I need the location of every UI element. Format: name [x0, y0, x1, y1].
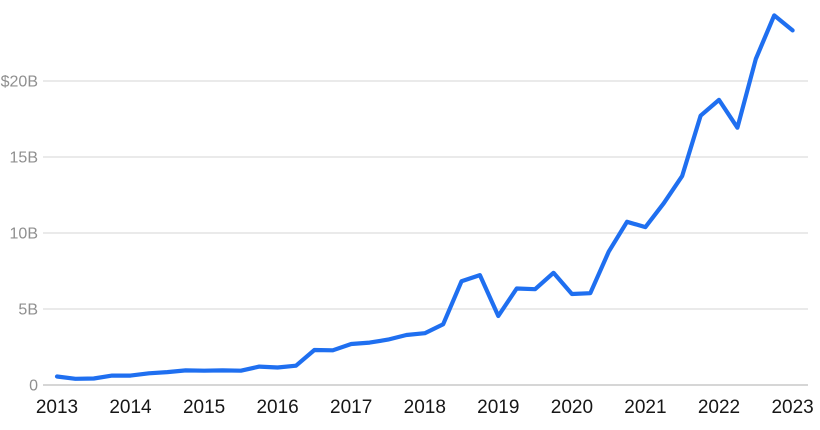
x-tick-label: 2015 — [183, 397, 225, 418]
y-tick-label: $20B — [1, 74, 38, 91]
x-tick-label: 2022 — [698, 397, 740, 418]
y-tick-label: 5B — [18, 302, 38, 319]
x-tick-label: 2019 — [477, 397, 519, 418]
x-tick-label: 2020 — [551, 397, 593, 418]
x-tick-label: 2016 — [256, 397, 298, 418]
x-tick-label: 2023 — [771, 397, 813, 418]
x-tick-label: 2017 — [330, 397, 372, 418]
revenue-line — [54, 13, 795, 381]
y-tick-label: 0 — [29, 378, 38, 395]
x-tick-label: 2013 — [36, 397, 78, 418]
y-tick-label: 10B — [10, 226, 38, 243]
x-tick-label: 2014 — [109, 397, 152, 418]
x-tick-label: 2021 — [624, 397, 666, 418]
x-tick-label: 2018 — [404, 397, 446, 418]
y-tick-label: 15B — [10, 150, 38, 167]
